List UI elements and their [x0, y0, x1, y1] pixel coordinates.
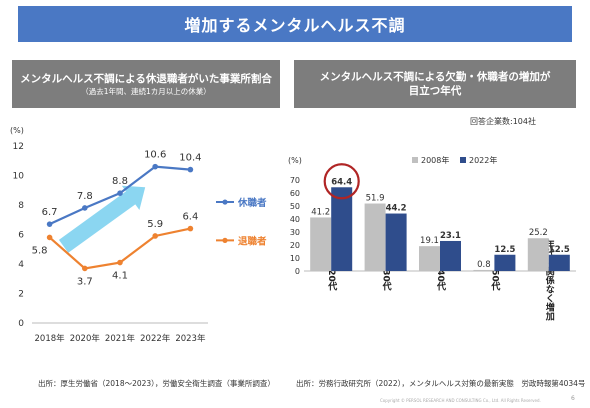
respondent-count: 回答企業数:104社	[470, 117, 536, 126]
bar-2008	[473, 269, 495, 271]
bar-2008	[527, 238, 549, 271]
left-panel-header: メンタルヘルス不調による休退職者がいた事業所割合 （過去1年間、連続1カ月以上の…	[12, 60, 280, 108]
bar-data-label: 23.1	[440, 231, 461, 241]
data-point	[187, 225, 194, 232]
x-tick-label: 2021年	[105, 333, 136, 344]
x-category-label: 30代	[381, 269, 393, 291]
left-panel-subtitle: （過去1年間、連続1カ月以上の休業）	[81, 86, 211, 96]
x-category-label: 50代	[489, 269, 501, 291]
right-panel-header: メンタルヘルス不調による欠勤・休職者の増加が 目立つ年代	[294, 60, 576, 108]
x-tick-label: 2020年	[70, 333, 101, 344]
data-label: 6.7	[42, 207, 58, 218]
y-tick-label: 4	[18, 260, 24, 270]
data-label: 3.7	[77, 276, 93, 287]
x-category-label: 20代	[326, 269, 338, 291]
bar-data-label: 19.1	[420, 236, 439, 246]
page-number: 6	[571, 395, 575, 402]
page-title: 増加するメンタルヘルス不調	[18, 6, 572, 42]
bar-2022	[548, 254, 570, 271]
line-chart-series: 6.7 7.8 8.8 10.6 10.4 5.8 3.7 4.1 5.9 6.4	[32, 150, 202, 288]
bar-data-label: 64.4	[331, 177, 352, 187]
copyright-notice: Copyright © PERSOL RESEARCH AND CONSULTI…	[380, 398, 541, 403]
bar-2022	[385, 213, 407, 271]
y-tick-label: 60	[290, 189, 300, 198]
bar-chart-bars: 41.264.451.944.219.123.10.812.525.212.5	[310, 163, 570, 271]
bar-data-label: 12.5	[549, 245, 570, 255]
data-label: 10.6	[144, 150, 166, 161]
data-point	[117, 190, 123, 196]
x-tick-label: 2023年	[175, 333, 206, 344]
bar-2022	[494, 254, 516, 271]
bar-data-label: 0.8	[477, 260, 491, 270]
data-point	[82, 265, 88, 272]
data-label: 6.4	[182, 212, 198, 223]
data-point	[82, 205, 88, 211]
line-chart: (%) 0 2 4 6 8 10 12 2018年 2020年 2021年 2022年 2023年 6.…	[10, 126, 267, 344]
bar-2008	[310, 217, 332, 271]
y-tick-label: 20	[290, 241, 300, 250]
bar-2022	[331, 187, 353, 271]
y-tick-label: 8	[18, 201, 24, 211]
y-tick-label: 6	[18, 231, 24, 241]
data-point	[152, 233, 158, 239]
y-tick-label: 40	[290, 215, 300, 224]
y-tick-label: 12	[13, 142, 24, 152]
bar-data-label: 41.2	[311, 207, 330, 217]
y-axis-unit-label: (%)	[10, 126, 24, 135]
legend-swatch	[412, 157, 418, 163]
data-label: 10.4	[179, 153, 201, 164]
y-tick-label: 10	[13, 172, 25, 182]
data-point	[187, 166, 194, 173]
data-label: 7.8	[77, 191, 93, 202]
y-tick-label: 0	[295, 267, 300, 276]
legend-label: 退職者	[238, 235, 267, 247]
bar-chart-legend: 2008年 2022年	[412, 155, 497, 165]
x-tick-label: 2022年	[140, 333, 171, 344]
y-tick-label: 0	[18, 319, 24, 329]
left-source-note: 出所：厚生労働省（2018～2023），労働安全衛生調査（事業所調査）	[38, 379, 275, 388]
legend-label: 2008年	[421, 155, 449, 165]
highlight-circle	[323, 163, 360, 200]
line-chart-axes: (%) 0 2 4 6 8 10 12 2018年 2020年 2021年 2022年 2023年	[10, 126, 208, 344]
legend-label: 2022年	[469, 155, 497, 165]
data-point	[46, 234, 53, 241]
y-tick-label: 10	[290, 254, 300, 263]
legend-swatch	[460, 157, 466, 163]
x-category-label: 40代	[435, 269, 447, 291]
legend-marker	[222, 199, 228, 205]
x-tick-label: 2018年	[35, 333, 66, 344]
trend-arrow-shape	[58, 185, 146, 253]
right-panel-title-line1: メンタルヘルス不調による欠勤・休職者の増加が	[319, 71, 551, 83]
y-tick-label: 70	[290, 176, 300, 185]
bar-2022	[440, 240, 461, 271]
legend-label: 休職者	[237, 197, 267, 209]
data-label: 4.1	[112, 271, 128, 282]
data-label: 5.9	[147, 219, 163, 230]
bar-data-label: 44.2	[386, 204, 407, 214]
right-panel-title-line2: 目立つ年代	[408, 85, 462, 97]
y-axis-unit-label: (%)	[288, 156, 302, 165]
legend-marker	[222, 237, 228, 243]
data-point	[46, 221, 53, 227]
x-category-label: 年代に関係なく増加	[544, 238, 556, 321]
right-source-note: 出所：労務行政研究所（2022），メンタルヘルス対策の最新実態 労政時報第403…	[296, 379, 586, 388]
y-tick-label: 50	[290, 202, 300, 211]
bar-data-label: 25.2	[529, 228, 548, 238]
y-tick-label: 30	[290, 228, 300, 237]
data-point	[152, 163, 158, 170]
data-label: 8.8	[112, 176, 128, 187]
bar-2008	[364, 203, 386, 271]
left-panel-title: メンタルヘルス不調による休退職者がいた事業所割合	[20, 72, 272, 85]
bar-data-label: 51.9	[366, 194, 385, 204]
bar-data-label: 12.5	[494, 245, 515, 255]
trend-arrow	[58, 185, 146, 253]
bar-2008	[419, 246, 440, 271]
data-point	[117, 259, 123, 266]
data-label: 5.8	[32, 245, 48, 256]
y-tick-label: 2	[18, 290, 24, 300]
